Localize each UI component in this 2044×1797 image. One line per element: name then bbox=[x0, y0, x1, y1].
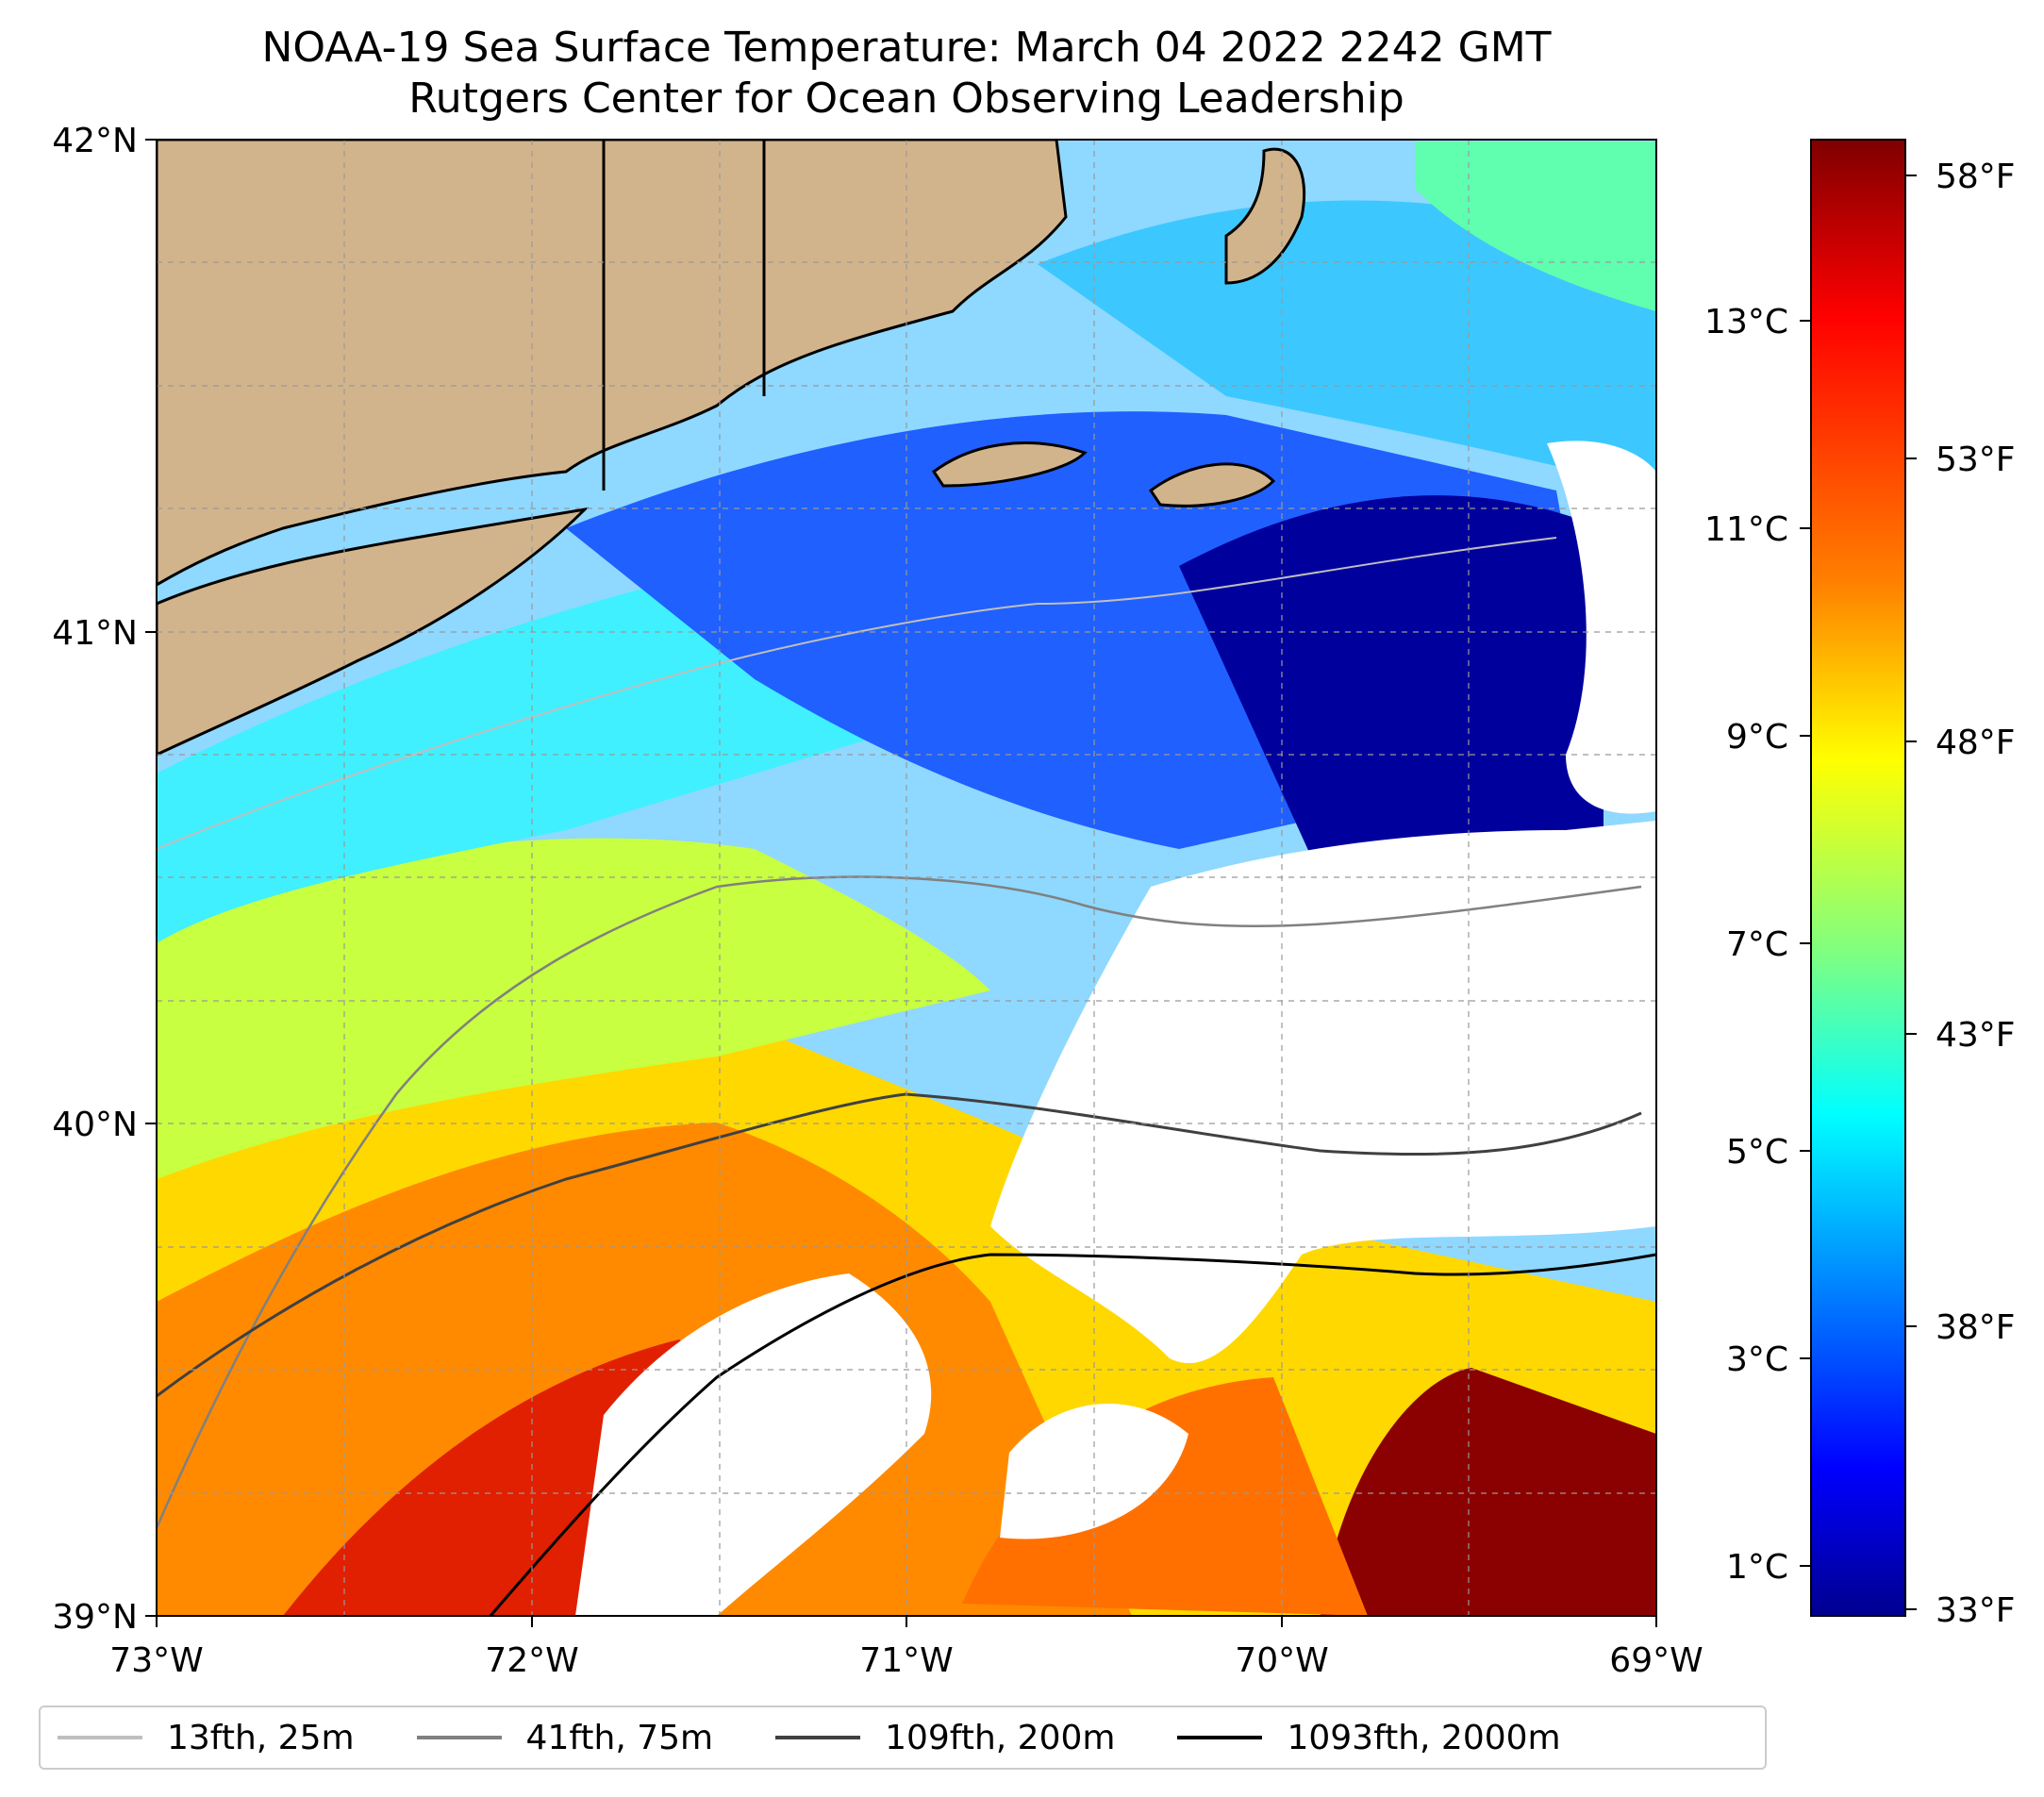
colorbar-fahrenheit-label: 33°F bbox=[1936, 1591, 2016, 1630]
legend-item: 1093fth, 2000m bbox=[1177, 1718, 1561, 1757]
x-tick-label: 71°W bbox=[859, 1641, 953, 1680]
legend-item: 109fth, 200m bbox=[775, 1719, 1115, 1757]
colorbar-celsius-label: 1°C bbox=[1726, 1548, 1788, 1587]
legend-line-swatch bbox=[58, 1736, 142, 1739]
legend-line-swatch bbox=[416, 1736, 502, 1739]
colorbar-celsius-label: 13°C bbox=[1704, 303, 1788, 341]
legend-line-swatch bbox=[775, 1736, 861, 1739]
colorbar-ticks bbox=[1800, 175, 1917, 1610]
legend-item: 13fth, 25m bbox=[58, 1719, 355, 1757]
legend-label: 13fth, 25m bbox=[167, 1718, 355, 1757]
legend-label: 109fth, 200m bbox=[885, 1718, 1116, 1757]
sst-map bbox=[157, 140, 1656, 1616]
colorbar-fahrenheit-label: 53°F bbox=[1936, 441, 2016, 479]
colorbar-celsius-label: 5°C bbox=[1726, 1133, 1788, 1172]
y-tick-label: 39°N bbox=[52, 1598, 138, 1637]
map-tick-marks bbox=[145, 139, 1657, 1627]
legend-label: 1093fth, 2000m bbox=[1287, 1718, 1561, 1757]
y-tick-label: 40°N bbox=[52, 1106, 138, 1144]
colorbar-fahrenheit-label: 48°F bbox=[1936, 724, 2016, 762]
x-tick-label: 73°W bbox=[109, 1641, 203, 1680]
chart-title-block: NOAA-19 Sea Surface Temperature: March 0… bbox=[157, 23, 1656, 125]
colorbar-fahrenheit-label: 43°F bbox=[1936, 1016, 2016, 1055]
legend-item: 41fth, 75m bbox=[416, 1718, 714, 1757]
colorbar-fahrenheit-label: 58°F bbox=[1936, 158, 2016, 196]
colorbar-celsius-label: 9°C bbox=[1726, 718, 1788, 757]
colorbar bbox=[1810, 139, 1906, 1617]
chart-title: NOAA-19 Sea Surface Temperature: March 0… bbox=[261, 24, 1552, 72]
map-grid bbox=[157, 140, 1656, 1616]
colorbar-celsius-label: 11°C bbox=[1704, 510, 1788, 549]
contour-legend: 13fth, 25m 41fth, 75m 109fth, 200m 1093f… bbox=[39, 1705, 1767, 1770]
chart-subtitle: Rutgers Center for Ocean Observing Leade… bbox=[408, 75, 1404, 123]
colorbar-celsius-label: 3°C bbox=[1726, 1340, 1788, 1379]
legend-label: 41fth, 75m bbox=[525, 1718, 714, 1757]
y-tick-label: 42°N bbox=[52, 122, 138, 160]
x-tick-label: 72°W bbox=[485, 1641, 578, 1680]
x-tick-label: 70°W bbox=[1235, 1641, 1328, 1680]
colorbar-celsius-label: 7°C bbox=[1726, 925, 1788, 964]
colorbar-fahrenheit-label: 38°F bbox=[1936, 1308, 2016, 1347]
x-tick-label: 69°W bbox=[1609, 1641, 1703, 1680]
legend-line-swatch bbox=[1177, 1736, 1263, 1739]
y-tick-label: 41°N bbox=[52, 614, 138, 653]
